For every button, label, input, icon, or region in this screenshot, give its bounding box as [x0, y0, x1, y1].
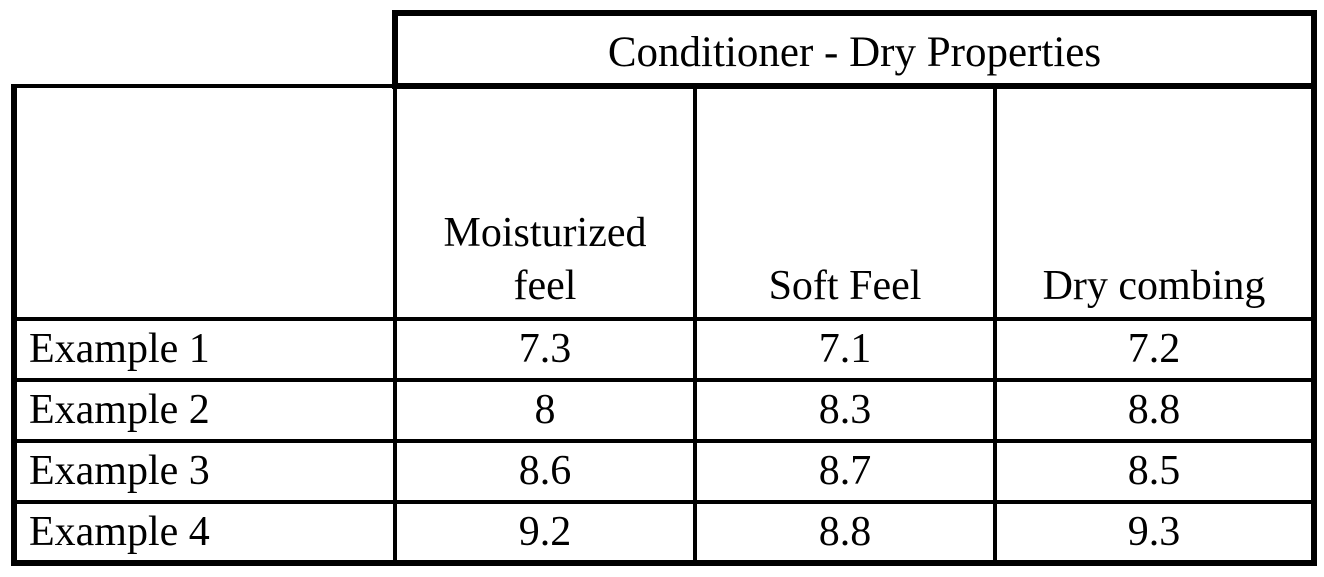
table-cell: 9.3	[993, 500, 1317, 566]
table-cell: 8.3	[693, 378, 997, 443]
table-row: Example 3 8.6 8.7 8.5	[11, 439, 1317, 504]
column-header-label: Soft Feel	[768, 262, 922, 309]
title-row: Conditioner - Dry Properties	[14, 10, 1317, 89]
table-row: Example 1 7.3 7.1 7.2	[11, 317, 1317, 382]
table-row: Example 4 9.2 8.8 9.3	[11, 500, 1317, 566]
column-header-soft-feel: Soft Feel	[693, 84, 997, 321]
table-cell: 9.2	[393, 500, 697, 566]
table-row: Example 2 8 8.3 8.8	[11, 378, 1317, 443]
table-cell: 8.5	[993, 439, 1317, 504]
table-title: Conditioner - Dry Properties	[392, 10, 1317, 89]
column-header-label: Dry combing	[1042, 262, 1266, 309]
column-header-row: Moisturized feel Soft Feel Dry combing	[11, 84, 1317, 321]
column-header-label: Moisturized feel	[443, 210, 647, 309]
column-header-moisturized-feel: Moisturized feel	[393, 84, 697, 321]
stub-header-cell	[11, 84, 397, 321]
table-cell: 8.8	[993, 378, 1317, 443]
table-cell: 8.8	[693, 500, 997, 566]
row-label: Example 1	[11, 317, 397, 382]
row-label: Example 3	[11, 439, 397, 504]
table-cell: 7.3	[393, 317, 697, 382]
table-cell: 8.7	[693, 439, 997, 504]
row-label: Example 4	[11, 500, 397, 566]
column-header-dry-combing: Dry combing	[993, 84, 1317, 321]
table-cell: 7.1	[693, 317, 997, 382]
spacer-cell	[14, 13, 395, 86]
table-cell: 8.6	[393, 439, 697, 504]
table-cell: 8	[393, 378, 697, 443]
row-label: Example 2	[11, 378, 397, 443]
dry-properties-table: Conditioner - Dry Properties Moisturized…	[11, 10, 1317, 566]
table-cell: 7.2	[993, 317, 1317, 382]
